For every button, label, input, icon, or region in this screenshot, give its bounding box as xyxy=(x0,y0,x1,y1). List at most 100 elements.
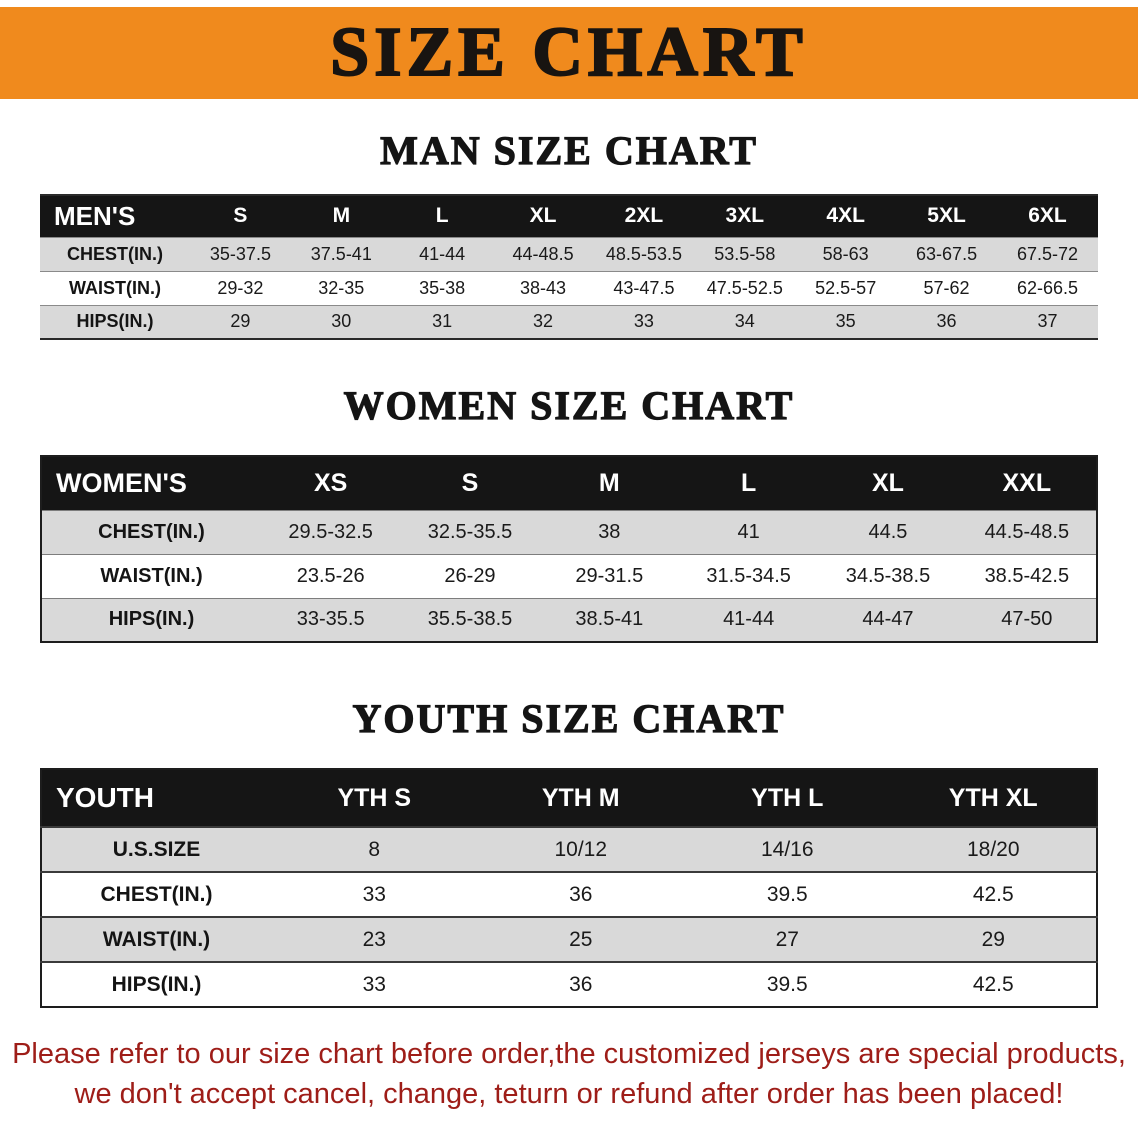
table-title-cell: YOUTH xyxy=(41,769,271,827)
value-cell: 33 xyxy=(362,882,386,906)
value-cell: 33 xyxy=(633,311,654,332)
size-header-cell: S xyxy=(190,195,291,237)
measurement-row: CHEST(IN.) 29.5-32.5 32.5-35.5 38 41 44.5 44.5… xyxy=(41,510,1097,554)
value-cell: 8 xyxy=(368,837,381,861)
size-header-cell: YTH L xyxy=(684,769,891,827)
youth-size-table: YOUTH YTH S YTH M YTH L YTH XL U.S.SIZE 8 10/12… xyxy=(40,768,1098,1008)
value-cell: 63-67.5 xyxy=(916,243,978,264)
value-cell: 39.5 xyxy=(766,882,808,906)
order-policy-note: Please refer to our size chart before or… xyxy=(0,1034,1138,1114)
value-cell: 10/12 xyxy=(554,837,608,861)
table-title-cell: WOMEN'S xyxy=(41,456,261,510)
value-cell: 44-47 xyxy=(862,608,914,631)
size-header-cell: YTH S xyxy=(271,769,478,827)
row-label-cell: CHEST(IN.) xyxy=(100,882,213,906)
row-label-cell: U.S.SIZE xyxy=(112,837,201,861)
size-header-cell: YTH M xyxy=(477,769,684,827)
size-header-cell: XXL xyxy=(957,456,1097,510)
row-label-cell: CHEST(IN.) xyxy=(67,243,163,264)
value-cell: 35 xyxy=(835,311,856,332)
row-label-cell: WAIST(IN.) xyxy=(102,927,211,951)
page-title: SIZE CHART xyxy=(329,14,808,91)
size-chart-banner: SIZE CHART xyxy=(0,7,1138,99)
value-cell: 36 xyxy=(569,882,593,906)
value-cell: 43-47.5 xyxy=(613,277,675,298)
size-header-cell: 3XL xyxy=(694,195,796,237)
value-cell: 58-63 xyxy=(822,243,869,264)
order-policy-line-2: we don't accept cancel, change, teturn o… xyxy=(74,1078,1064,1111)
row-label-cell: WAIST(IN.) xyxy=(69,277,161,298)
value-cell: 44.5 xyxy=(868,520,908,543)
value-cell: 30 xyxy=(331,311,352,332)
measurement-row: CHEST(IN.) 35-37.5 37.5-41 41-44 44-48.5 48.5… xyxy=(40,237,1098,271)
value-cell: 38.5-41 xyxy=(575,608,644,631)
value-cell: 25 xyxy=(569,927,593,951)
value-cell: 42.5 xyxy=(972,972,1014,996)
value-cell: 41-44 xyxy=(419,243,466,264)
size-header-cell: YTH XL xyxy=(890,769,1097,827)
size-header-row: WOMEN'S XS S M L XL XXL xyxy=(41,456,1097,510)
value-cell: 53.5-58 xyxy=(714,243,776,264)
value-cell: 23.5-26 xyxy=(296,564,365,587)
measurement-row: WAIST(IN.) 29-32 32-35 35-38 38-43 43-47.5 47.… xyxy=(40,271,1098,305)
value-cell: 41 xyxy=(737,520,760,543)
value-cell: 31.5-34.5 xyxy=(706,564,791,587)
value-cell: 29-31.5 xyxy=(575,564,644,587)
youth-section-heading: YOUTH SIZE CHART xyxy=(352,695,786,741)
men-size-table: MEN'S S M L XL 2XL 3XL 4XL 5XL 6XL CHEST(IN.) 35-37… xyxy=(40,194,1098,340)
value-cell: 29-32 xyxy=(217,277,264,298)
value-cell: 29 xyxy=(981,927,1005,951)
value-cell: 62-66.5 xyxy=(1016,277,1079,298)
size-header-cell: XL xyxy=(492,195,594,237)
value-cell: 34.5-38.5 xyxy=(845,564,931,587)
value-cell: 67.5-72 xyxy=(1016,243,1079,264)
size-header-cell: S xyxy=(400,456,540,510)
value-cell: 38-43 xyxy=(520,277,567,298)
measurement-row: HIPS(IN.) 29 30 31 32 33 34 35 36 37 xyxy=(40,305,1098,339)
value-cell: 44-48.5 xyxy=(512,243,574,264)
measurement-row: WAIST(IN.) 23 25 27 29 xyxy=(41,917,1097,962)
measurement-row: HIPS(IN.) 33 36 39.5 42.5 xyxy=(41,962,1097,1007)
value-cell: 29.5-32.5 xyxy=(288,520,373,543)
value-cell: 47-50 xyxy=(1001,608,1053,631)
measurement-row: HIPS(IN.) 33-35.5 35.5-38.5 38.5-41 41-44 44-… xyxy=(41,598,1097,642)
value-cell: 33-35.5 xyxy=(296,608,365,631)
table-title-cell: MEN'S xyxy=(40,195,190,237)
value-cell: 29 xyxy=(230,311,251,332)
size-header-cell: 6XL xyxy=(997,195,1098,237)
size-header-cell: L xyxy=(391,195,493,237)
measurement-row: U.S.SIZE 8 10/12 14/16 18/20 xyxy=(41,827,1097,872)
value-cell: 48.5-53.5 xyxy=(605,243,682,264)
value-cell: 32 xyxy=(533,311,554,332)
measurement-row: WAIST(IN.) 23.5-26 26-29 29-31.5 31.5-34.5 34… xyxy=(41,554,1097,598)
value-cell: 18/20 xyxy=(966,837,1020,861)
value-cell: 35.5-38.5 xyxy=(427,608,513,631)
size-header-cell: M xyxy=(539,456,679,510)
size-header-cell: 4XL xyxy=(795,195,897,237)
value-cell: 35-37.5 xyxy=(209,243,271,264)
size-header-row: YOUTH YTH S YTH M YTH L YTH XL xyxy=(41,769,1097,827)
value-cell: 38 xyxy=(598,520,621,543)
value-cell: 31 xyxy=(432,311,453,332)
size-header-cell: XS xyxy=(261,456,401,510)
size-header-row: MEN'S S M L XL 2XL 3XL 4XL 5XL 6XL xyxy=(40,195,1098,237)
value-cell: 39.5 xyxy=(766,972,808,996)
value-cell: 37 xyxy=(1037,311,1058,332)
value-cell: 35-38 xyxy=(419,277,466,298)
measurement-row: CHEST(IN.) 33 36 39.5 42.5 xyxy=(41,872,1097,917)
value-cell: 38.5-42.5 xyxy=(984,564,1070,587)
women-size-table: WOMEN'S XS S M L XL XXL CHEST(IN.) 29.5-32.5 32.5… xyxy=(40,455,1098,643)
row-label-cell: HIPS(IN.) xyxy=(76,311,154,332)
value-cell: 57-62 xyxy=(923,277,970,298)
value-cell: 32.5-35.5 xyxy=(427,520,513,543)
value-cell: 36 xyxy=(569,972,593,996)
row-label-cell: HIPS(IN.) xyxy=(108,608,195,631)
size-header-cell: XL xyxy=(818,456,958,510)
value-cell: 26-29 xyxy=(444,564,496,587)
row-label-cell: WAIST(IN.) xyxy=(100,564,203,587)
size-header-cell: 2XL xyxy=(593,195,695,237)
value-cell: 14/16 xyxy=(760,837,814,861)
value-cell: 23 xyxy=(362,927,386,951)
value-cell: 37.5-41 xyxy=(310,243,372,264)
